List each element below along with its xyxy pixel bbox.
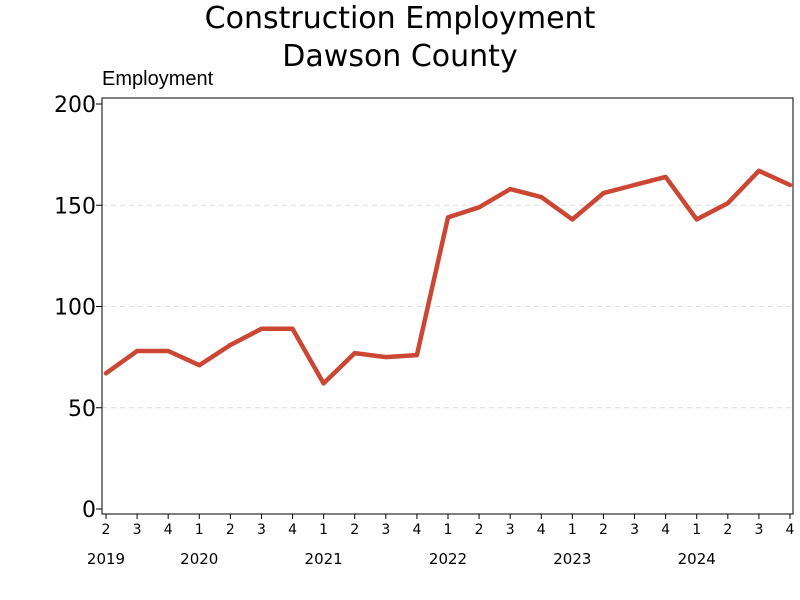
data-point [135,349,139,353]
data-point [259,326,264,331]
x-tick-label: 3 [133,522,142,538]
year-label: 2022 [429,550,467,568]
series-group [103,168,793,386]
x-tick-label: 4 [661,522,670,538]
data-point [539,195,544,199]
data-point [415,353,419,357]
x-tick-label: 2 [599,522,608,538]
y-tick-label: 50 [68,397,96,422]
data-point [788,183,792,187]
series-line [103,168,793,386]
x-tick-label: 2 [475,522,484,538]
chart-title: Construction Employment [204,1,596,36]
gridlines [102,204,793,409]
x-tick-label: 1 [692,522,701,538]
year-label: 2020 [180,550,218,568]
data-point [321,381,326,386]
y-tick-label: 150 [54,194,96,219]
data-point [228,343,233,347]
data-point [104,371,108,376]
year-label: 2024 [678,550,716,568]
data-point [477,205,481,210]
data-point [726,201,730,206]
data-point [508,187,512,191]
data-point [384,355,388,359]
x-tick-label: 4 [786,522,795,538]
x-tick-label: 1 [444,522,453,538]
x-tick-label: 2 [102,522,111,538]
y-tick-label: 0 [82,498,96,523]
data-point [632,183,637,187]
x-tick-label: 2 [350,522,359,538]
data-point [601,191,606,195]
x-tick-label: 1 [195,522,204,538]
data-point [570,217,575,222]
x-tick-label: 2 [226,522,235,538]
y-tick-label: 100 [54,296,96,321]
x-tick-label: 4 [164,522,173,538]
x-tick-label: 1 [568,522,577,538]
chart-subtitle: Dawson County [282,39,518,74]
data-point [694,217,699,222]
data-point [197,363,202,368]
data-point [290,326,295,331]
x-axis: 2 3 4 1 2 3 4 1 2 3 4 1 2 3 4 1 2 3 4 1 2 3 4 2019 2020 2021 2022 2… [87,514,795,568]
x-tick-label: 2 [723,522,732,538]
x-tick-label: 4 [412,522,421,538]
x-tick-label: 3 [754,522,763,538]
x-tick-label: 3 [381,522,390,538]
x-tick-label: 4 [537,522,546,538]
data-point [166,349,170,353]
y-axis-label: Employment [102,68,214,90]
year-label: 2023 [553,550,591,568]
y-tick-label: 200 [54,93,96,118]
x-tick-label: 3 [506,522,515,538]
data-point [446,215,450,220]
data-point [663,175,668,179]
data-point [352,351,357,355]
data-point [757,169,761,173]
x-tick-label: 3 [630,522,639,538]
y-axis: 0 50 100 150 200 [54,93,102,523]
x-tick-label: 4 [288,522,297,538]
x-tick-label: 1 [319,522,328,538]
year-label: 2019 [87,550,125,568]
year-label: 2021 [305,550,343,568]
x-tick-label: 3 [257,522,266,538]
